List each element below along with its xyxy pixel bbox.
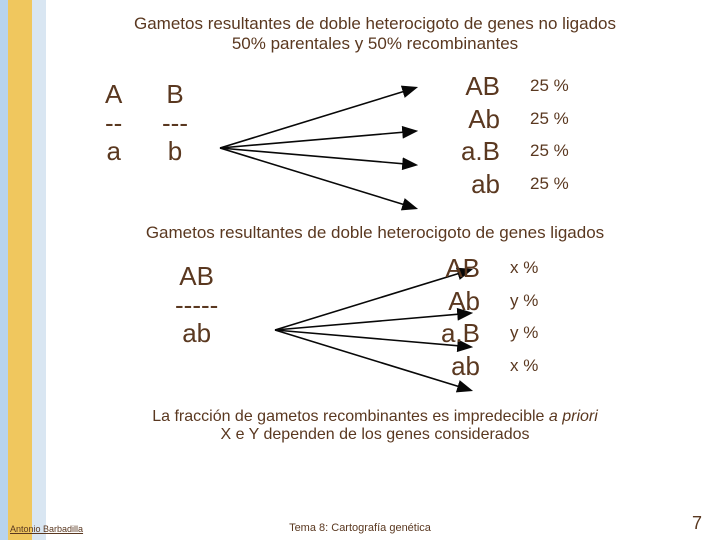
gamete-label: Ab bbox=[440, 103, 500, 136]
gamete-row: Ab 25 % bbox=[440, 103, 569, 136]
gamete-pct: 25 % bbox=[530, 140, 569, 161]
gamete-pct: x % bbox=[510, 355, 538, 376]
stripe-2 bbox=[32, 0, 46, 540]
gamete-row: a.B y % bbox=[420, 317, 538, 350]
footer-topic: Tema 8: Cartografía genética bbox=[0, 522, 720, 534]
genotype-col-B: B---b bbox=[162, 80, 188, 166]
section1-title: Gametos resultantes de doble heterocigot… bbox=[55, 14, 695, 54]
genotype-A-top: A bbox=[105, 80, 122, 109]
gamete-label: AB bbox=[420, 252, 480, 285]
gamete-row: a.B 25 % bbox=[440, 135, 569, 168]
section1-title-line2: 50% parentales y 50% recombinantes bbox=[55, 34, 695, 54]
genotype-col-A: A--a bbox=[105, 80, 122, 166]
gamete-pct: 25 % bbox=[530, 108, 569, 129]
genotype-B-bot: b bbox=[162, 137, 188, 166]
slide-number: 7 bbox=[692, 513, 702, 534]
gamete-pct: x % bbox=[510, 257, 538, 278]
arrow-fan bbox=[215, 78, 425, 218]
gamete-pct: 25 % bbox=[530, 173, 569, 194]
section1-title-line1: Gametos resultantes de doble heterocigot… bbox=[55, 14, 695, 34]
genotype-linked-top: AB bbox=[175, 262, 218, 291]
bottom-line1: La fracción de gametos recombinantes es … bbox=[55, 408, 695, 426]
gamete-pct: y % bbox=[510, 290, 538, 311]
gamete-label: a.B bbox=[420, 317, 480, 350]
bottom-line2: X e Y dependen de los genes considerados bbox=[55, 426, 695, 444]
genotype-A-bot: a bbox=[105, 137, 122, 166]
gamete-label: Ab bbox=[420, 285, 480, 318]
genotype-linked-sep: ----- bbox=[175, 291, 218, 320]
gamete-label: ab bbox=[420, 350, 480, 383]
genotype-B-sep: --- bbox=[162, 109, 188, 138]
genotype-A-sep: -- bbox=[105, 109, 122, 138]
gamete-row: AB 25 % bbox=[440, 70, 569, 103]
genotype-linked: AB-----ab bbox=[175, 262, 218, 348]
stripe-1 bbox=[8, 0, 32, 540]
gamete-label: AB bbox=[440, 70, 500, 103]
gamete-label: ab bbox=[440, 168, 500, 201]
section2-title: Gametos resultantes de doble heterocigot… bbox=[55, 223, 695, 243]
genotype-B-top: B bbox=[162, 80, 188, 109]
genotype-linked-bot: ab bbox=[175, 319, 218, 348]
gamete-list-1: AB 25 % Ab 25 % a.B 25 % ab 25 % bbox=[440, 70, 569, 200]
gamete-list-2: AB x % Ab y % a.B y % ab x % bbox=[420, 252, 538, 382]
bottom-line1a: La fracción de gametos recombinantes es … bbox=[152, 408, 549, 425]
gamete-row: ab x % bbox=[420, 350, 538, 383]
gamete-label: a.B bbox=[440, 135, 500, 168]
gamete-row: Ab y % bbox=[420, 285, 538, 318]
gamete-row: ab 25 % bbox=[440, 168, 569, 201]
bottom-note: La fracción de gametos recombinantes es … bbox=[55, 408, 695, 444]
gamete-pct: 25 % bbox=[530, 75, 569, 96]
bottom-line1b: a priori bbox=[549, 408, 598, 425]
stripe-0 bbox=[0, 0, 8, 540]
gamete-row: AB x % bbox=[420, 252, 538, 285]
gamete-pct: y % bbox=[510, 322, 538, 343]
